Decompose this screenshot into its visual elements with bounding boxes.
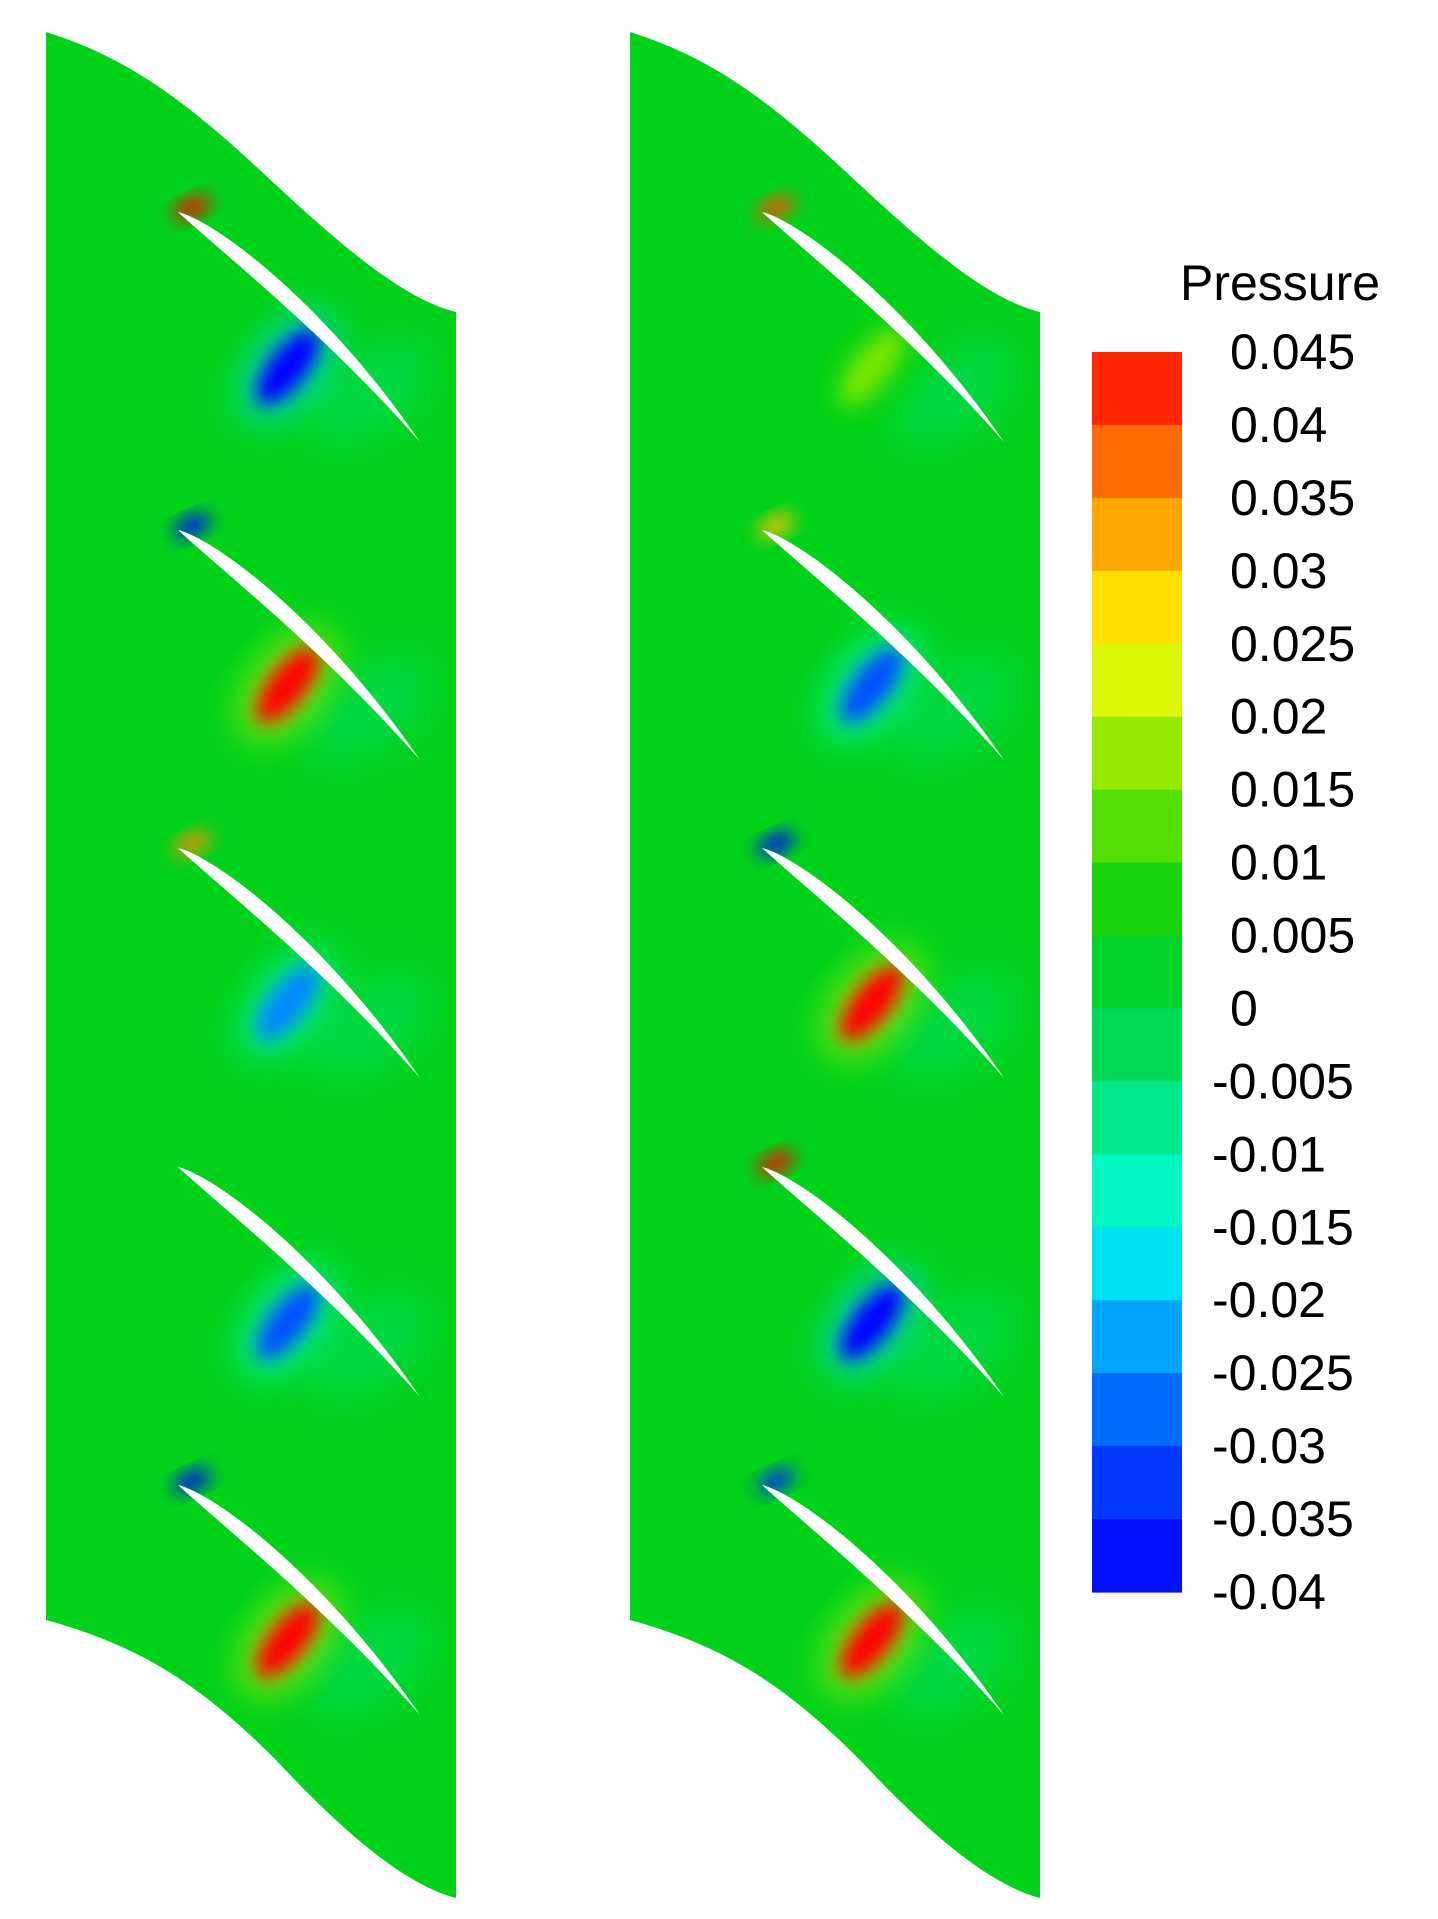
colorbar-band — [1092, 1154, 1182, 1228]
colorbar-band — [1092, 1081, 1182, 1155]
colorbar-tick-label: -0.03 — [1212, 1418, 1326, 1474]
wake-spot — [255, 1601, 321, 1679]
wake-spot — [839, 964, 905, 1042]
colorbar-band — [1092, 935, 1182, 1010]
colorbar-tick-label: -0.005 — [1212, 1053, 1354, 1109]
colorbar-tick-label: 0.035 — [1230, 470, 1355, 526]
colorbar-band — [1092, 1446, 1182, 1520]
colorbar-band — [1092, 1519, 1182, 1593]
colorbar-band — [1092, 716, 1182, 791]
colorbar-tick-label: -0.04 — [1212, 1564, 1326, 1620]
field-variation — [306, 341, 430, 443]
field-variation — [306, 1614, 430, 1716]
field-variation — [890, 977, 1014, 1079]
wake-spot — [839, 1601, 905, 1679]
colorbar-tick-label: 0.025 — [1230, 616, 1355, 672]
colorbar-tick-label: 0.015 — [1230, 762, 1355, 818]
field-variation — [306, 1296, 430, 1398]
wake-spot — [255, 1283, 321, 1361]
field-variation — [306, 977, 430, 1079]
colorbar-band — [1092, 1373, 1182, 1447]
contour-panel-left — [46, 32, 456, 1898]
colorbar-band — [1092, 1300, 1182, 1374]
wake-spot — [839, 328, 905, 406]
colorbar-tick-label: -0.015 — [1212, 1199, 1354, 1255]
colorbar-tick-label: 0.04 — [1230, 397, 1327, 453]
colorbar-band — [1092, 570, 1182, 645]
wake-spot — [839, 1283, 905, 1361]
colorbar-tick-label: 0.01 — [1230, 835, 1327, 891]
colorbar-tick-label: 0.045 — [1230, 324, 1355, 380]
colorbar-tick-label: -0.025 — [1212, 1345, 1354, 1401]
wake-spot — [839, 646, 905, 724]
colorbar-tick-label: 0.03 — [1230, 543, 1327, 599]
wake-spot — [255, 964, 321, 1042]
field-variation — [890, 659, 1014, 761]
field-variation — [890, 1296, 1014, 1398]
colorbar-tick-label: 0 — [1230, 980, 1258, 1036]
colorbar-title: Pressure — [1180, 255, 1380, 311]
wake-spot — [255, 646, 321, 724]
field-variation — [306, 659, 430, 761]
wake-spot — [255, 328, 321, 406]
colorbar-band — [1092, 424, 1182, 499]
field-variation — [890, 1614, 1014, 1716]
contour-panel-right — [630, 32, 1040, 1898]
colorbar-band — [1092, 497, 1182, 572]
colorbar-band — [1092, 862, 1182, 937]
field-variation — [890, 341, 1014, 443]
colorbar-tick-label: 0.005 — [1230, 908, 1355, 964]
colorbar-tick-label: -0.035 — [1212, 1491, 1354, 1547]
colorbar-tick-label: 0.02 — [1230, 689, 1327, 745]
flow-domain — [630, 32, 1040, 1898]
colorbar-tick-label: -0.01 — [1212, 1126, 1326, 1182]
colorbar-band — [1092, 1227, 1182, 1301]
colorbar-band — [1092, 352, 1182, 426]
colorbar: Pressure 0.045 0.04 0.035 0.03 0.025 0.02 0.01… — [1092, 255, 1380, 1620]
flow-domain — [46, 32, 456, 1898]
colorbar-band — [1092, 643, 1182, 718]
colorbar-tick-label: -0.02 — [1212, 1272, 1326, 1328]
colorbar-band — [1092, 1008, 1182, 1083]
colorbar-band — [1092, 789, 1182, 864]
